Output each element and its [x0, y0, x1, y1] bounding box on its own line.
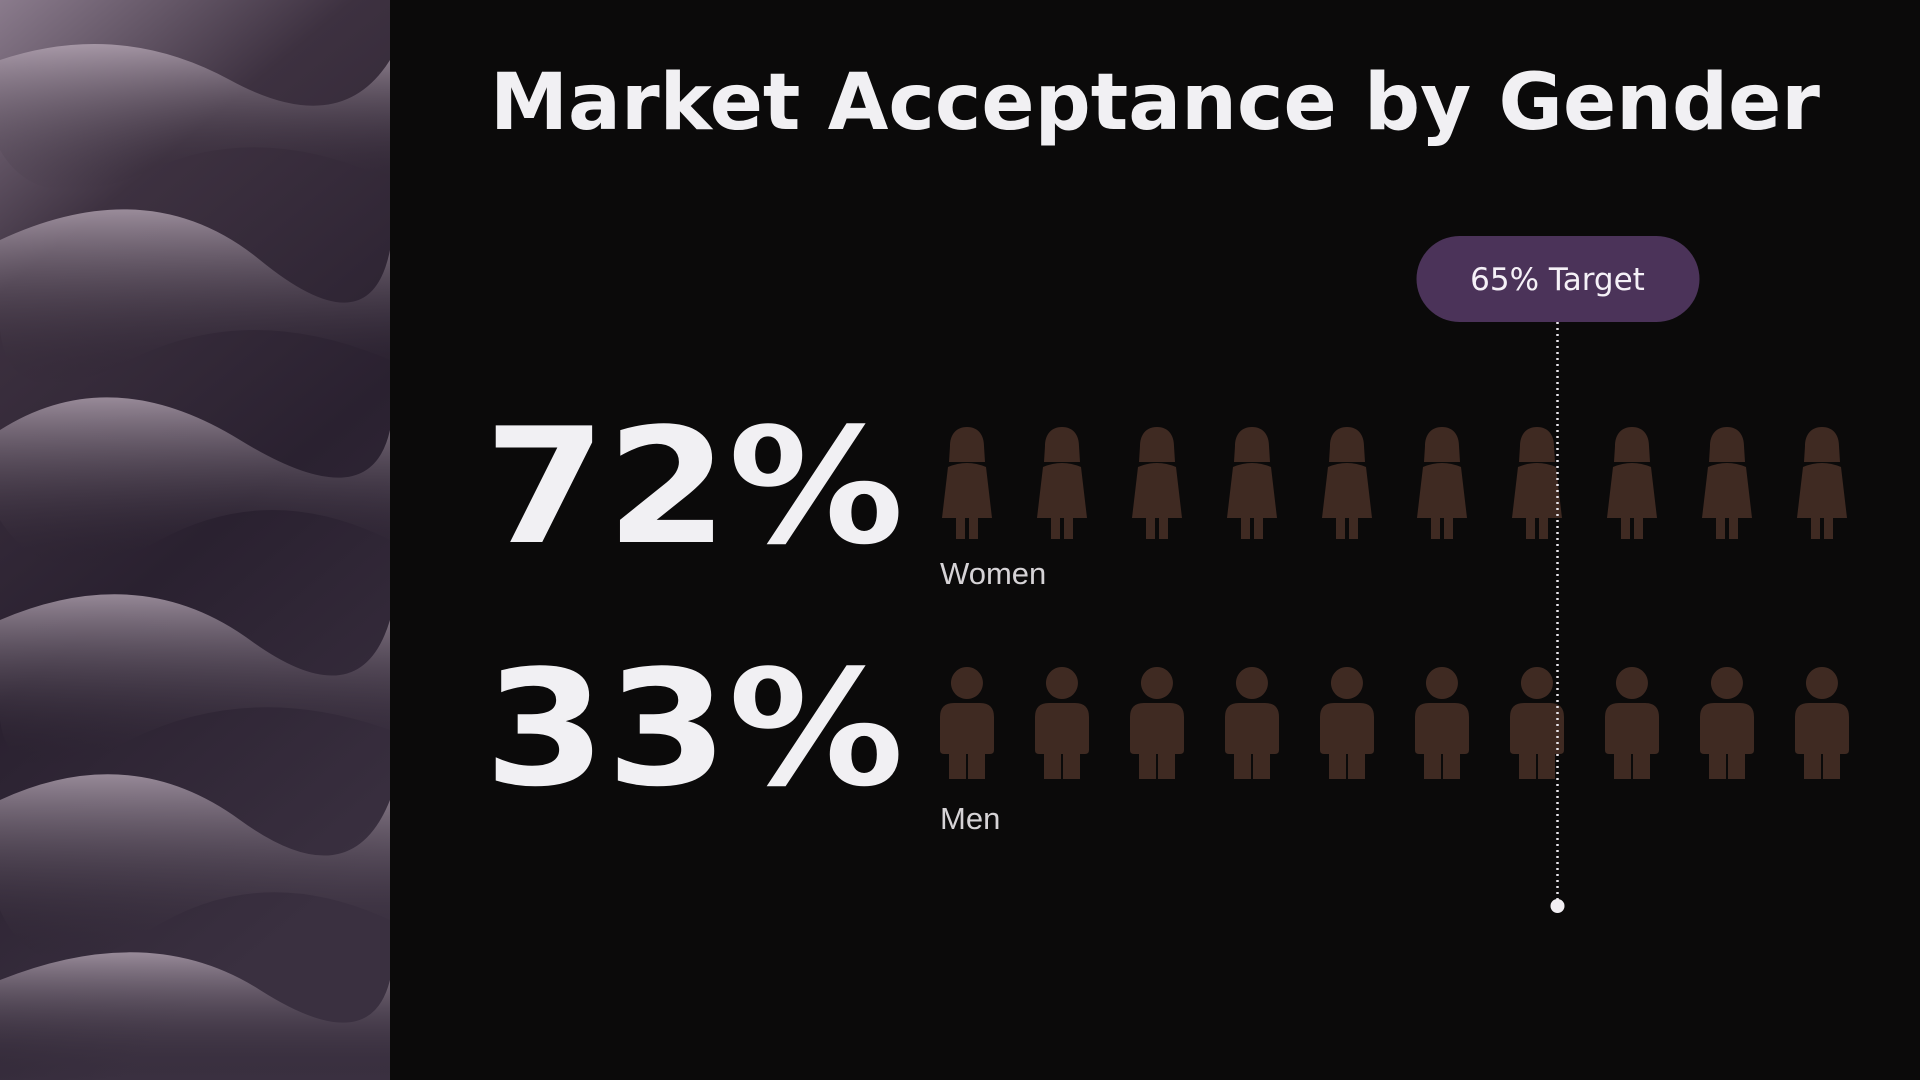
target-label: 65% Target: [1470, 262, 1645, 298]
dune-ridge: [0, 594, 390, 766]
target-dot: [1550, 899, 1565, 913]
target-pill: [1416, 236, 1700, 322]
dune-ridge: [0, 397, 390, 566]
category-label: Men: [940, 801, 1000, 836]
dune-ridge: [0, 952, 390, 1080]
value-label: 33%: [484, 635, 904, 822]
value-label: 72%: [484, 393, 904, 580]
dune-ridge: [0, 774, 390, 961]
category-label: Women: [940, 556, 1046, 591]
chart-title: Market Acceptance by Gender: [490, 58, 1821, 148]
dune-ridge: [0, 44, 390, 191]
dune-photo: [0, 0, 390, 1080]
dune-ridge: [0, 209, 390, 384]
